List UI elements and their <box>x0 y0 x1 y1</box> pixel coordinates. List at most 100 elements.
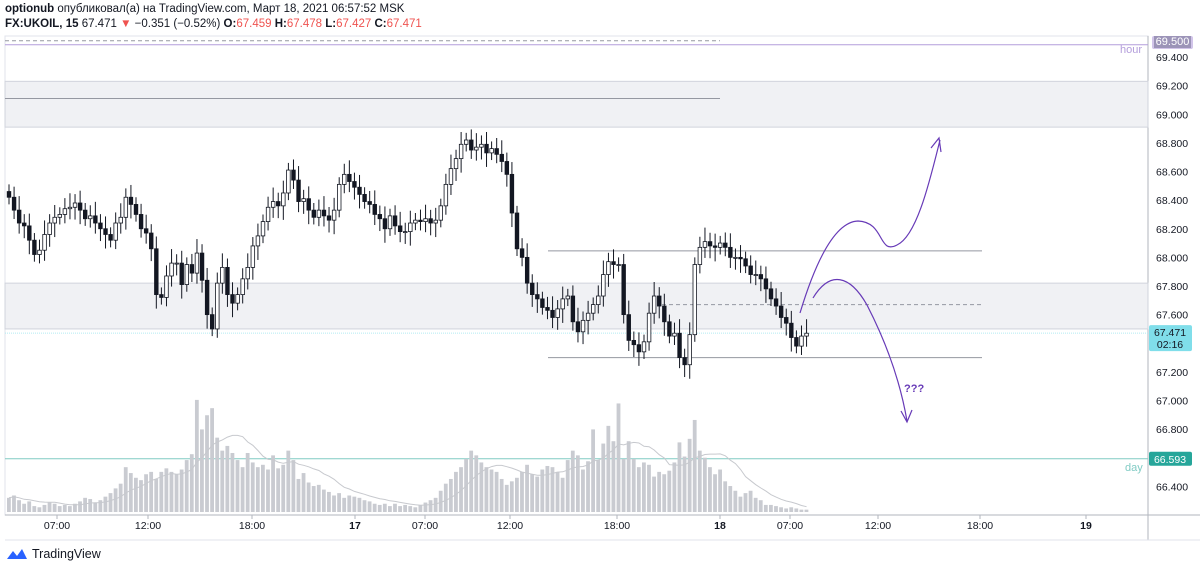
candle-body <box>672 332 677 337</box>
candle-body <box>631 339 637 346</box>
candle-body <box>418 219 423 222</box>
candle-body <box>311 209 316 218</box>
candle-body <box>118 216 123 224</box>
candle-body <box>601 274 606 297</box>
candle-body <box>621 264 626 316</box>
candle-body <box>37 249 42 255</box>
candle-body <box>88 215 93 220</box>
bullish-arrowhead-icon <box>930 136 942 153</box>
candle-body <box>16 209 22 224</box>
candle-body <box>42 234 47 251</box>
candle-body <box>433 219 438 224</box>
low-value: 67.427 <box>336 18 372 30</box>
volume-bar <box>32 506 37 512</box>
candle-body <box>72 202 78 208</box>
volume-bar <box>489 469 494 512</box>
volume-bar <box>347 495 352 512</box>
close-label: C: <box>374 18 387 30</box>
volume-bar <box>758 500 763 512</box>
candle-body <box>357 186 362 195</box>
volume-bar <box>205 415 209 512</box>
symbol-label[interactable]: FX:UKOIL, 15 <box>5 18 79 30</box>
volume-bar <box>530 474 535 512</box>
open-value: 67.459 <box>236 18 272 30</box>
price-tick-label: 68.200 <box>1156 224 1188 236</box>
volume-bar <box>235 460 240 512</box>
volume-bar <box>154 478 159 512</box>
volume-bar <box>266 469 270 512</box>
candle-body <box>128 196 134 205</box>
candle-body <box>758 274 764 280</box>
price-tick-label: 68.400 <box>1156 195 1188 207</box>
candle-body <box>159 294 164 298</box>
volume-bar <box>692 419 697 512</box>
time-tick-label: 19 <box>1080 520 1092 532</box>
volume-bar <box>560 477 565 512</box>
volume-bar <box>677 442 682 512</box>
volume-bar <box>240 467 245 512</box>
candle-body <box>560 298 565 310</box>
time-tick-label: 12:00 <box>865 520 891 532</box>
candle-body <box>479 143 484 148</box>
candle-body <box>794 337 799 347</box>
publisher-name[interactable]: optionub <box>5 3 55 15</box>
volume-bar <box>570 450 575 512</box>
volume-bar <box>723 481 728 512</box>
price-tick-label: 69.000 <box>1156 109 1188 121</box>
price-tick-label: 67.600 <box>1156 310 1188 322</box>
last-price-tag <box>1149 325 1192 352</box>
candle-body <box>392 215 398 227</box>
volume-bar <box>763 504 768 512</box>
volume-bar <box>550 467 555 512</box>
candle-body <box>530 282 535 295</box>
day-text-label: day <box>1125 462 1143 474</box>
volume-bar <box>301 473 306 512</box>
candle-body <box>52 216 57 224</box>
candle-body <box>723 242 728 248</box>
volume-bar <box>382 503 387 512</box>
candle-body <box>504 161 510 175</box>
volume-bar <box>540 469 545 512</box>
volume-bar <box>200 429 204 512</box>
day-price-tag <box>1149 451 1192 466</box>
volume-bar <box>225 445 230 512</box>
volume-bar <box>78 501 82 512</box>
candle-body <box>646 312 652 343</box>
volume-bar <box>67 506 72 512</box>
candle-body <box>149 232 154 250</box>
candle-body <box>123 196 129 218</box>
candle-body <box>382 218 388 230</box>
volume-bar <box>403 504 408 512</box>
volume-bar <box>393 503 397 512</box>
volume-bar <box>57 506 62 512</box>
candle-body <box>692 264 697 336</box>
volume-bar <box>484 467 489 512</box>
volume-bar <box>738 496 743 512</box>
candle-body <box>570 295 576 323</box>
volume-bar <box>779 507 783 512</box>
time-tick-label: 07:00 <box>777 520 803 532</box>
volume-bar <box>62 504 67 512</box>
candle-body <box>743 258 748 267</box>
volume-bar <box>433 497 438 512</box>
candle-body <box>784 317 789 324</box>
candle-body <box>616 264 621 266</box>
candle-body <box>199 252 205 281</box>
volume-bar <box>581 469 585 512</box>
candle-body <box>230 294 235 304</box>
candle-body <box>677 332 682 358</box>
volume-bar <box>362 500 367 512</box>
candle-body <box>22 222 27 227</box>
price-tick-label: 68.600 <box>1156 167 1188 179</box>
volume-bar <box>255 467 260 512</box>
candle-body <box>509 173 515 214</box>
volume-bar <box>804 509 809 512</box>
price-tick-label: 67.000 <box>1156 396 1188 408</box>
publish-line: optionub опубликовал(а) на TradingView.c… <box>5 2 905 17</box>
volume-bar <box>535 476 540 512</box>
volume-bar <box>12 495 16 512</box>
time-tick-label: 17 <box>349 520 361 532</box>
chart-header: optionub опубликовал(а) на TradingView.c… <box>5 2 905 32</box>
candle-body <box>321 209 327 217</box>
